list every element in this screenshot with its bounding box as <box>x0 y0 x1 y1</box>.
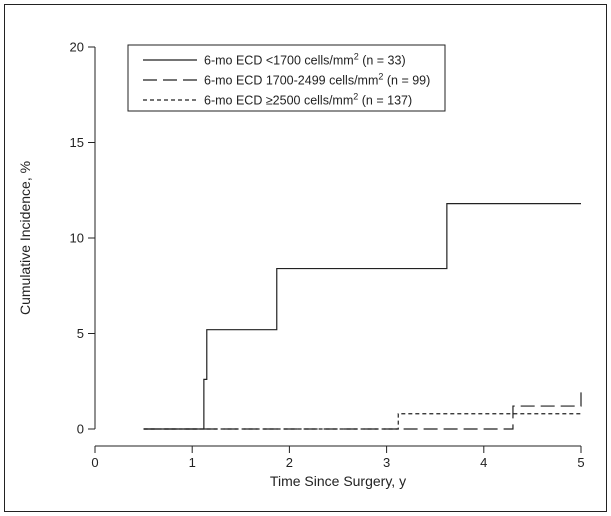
x-tick-label: 1 <box>189 455 196 470</box>
legend-label-2: 6-mo ECD 1700-2499 cells/mm2 (n = 99) <box>204 72 430 88</box>
legend-label-1: 6-mo ECD <1700 cells/mm2 (n = 33) <box>204 52 406 68</box>
legend-label-tail: (n = 99) <box>383 74 430 88</box>
legend-label-tail: (n = 137) <box>358 94 412 108</box>
legend-label-main: 6-mo ECD <1700 cells/mm <box>204 54 354 68</box>
y-tick-label: 15 <box>70 135 84 150</box>
x-tick-label: 5 <box>577 455 584 470</box>
series-line-2 <box>143 390 582 430</box>
x-tick-label: 3 <box>383 455 390 470</box>
x-tick-label: 0 <box>91 455 98 470</box>
y-tick-label: 0 <box>77 422 84 437</box>
y-axis-title: Cumulative Incidence, % <box>17 161 33 315</box>
x-tick-label: 4 <box>480 455 487 470</box>
y-tick-label: 20 <box>70 40 84 55</box>
legend-label-3: 6-mo ECD ≥2500 cells/mm2 (n = 137) <box>204 92 412 108</box>
series-layer <box>143 203 582 430</box>
y-tick-label: 5 <box>77 326 84 341</box>
legend-label-superscript: 2 <box>354 52 359 62</box>
y-tick-label: 10 <box>70 231 84 246</box>
x-tick-label: 2 <box>286 455 293 470</box>
axes: 0 1 2 3 4 5 0 5 10 15 20 <box>70 40 585 471</box>
legend-label-superscript: 2 <box>378 72 383 82</box>
legend-label-tail: (n = 33) <box>359 54 406 68</box>
figure-frame <box>4 4 607 512</box>
legend: 6-mo ECD <1700 cells/mm2 (n = 33)6-mo EC… <box>127 44 446 112</box>
series-line-1 <box>143 203 581 430</box>
x-axis-title: Time Since Surgery, y <box>270 473 406 489</box>
legend-label-superscript: 2 <box>353 92 358 102</box>
legend-label-main: 6-mo ECD 1700-2499 cells/mm <box>204 74 378 88</box>
legend-label-main: 6-mo ECD ≥2500 cells/mm <box>204 94 353 108</box>
series-line-3 <box>143 413 581 430</box>
